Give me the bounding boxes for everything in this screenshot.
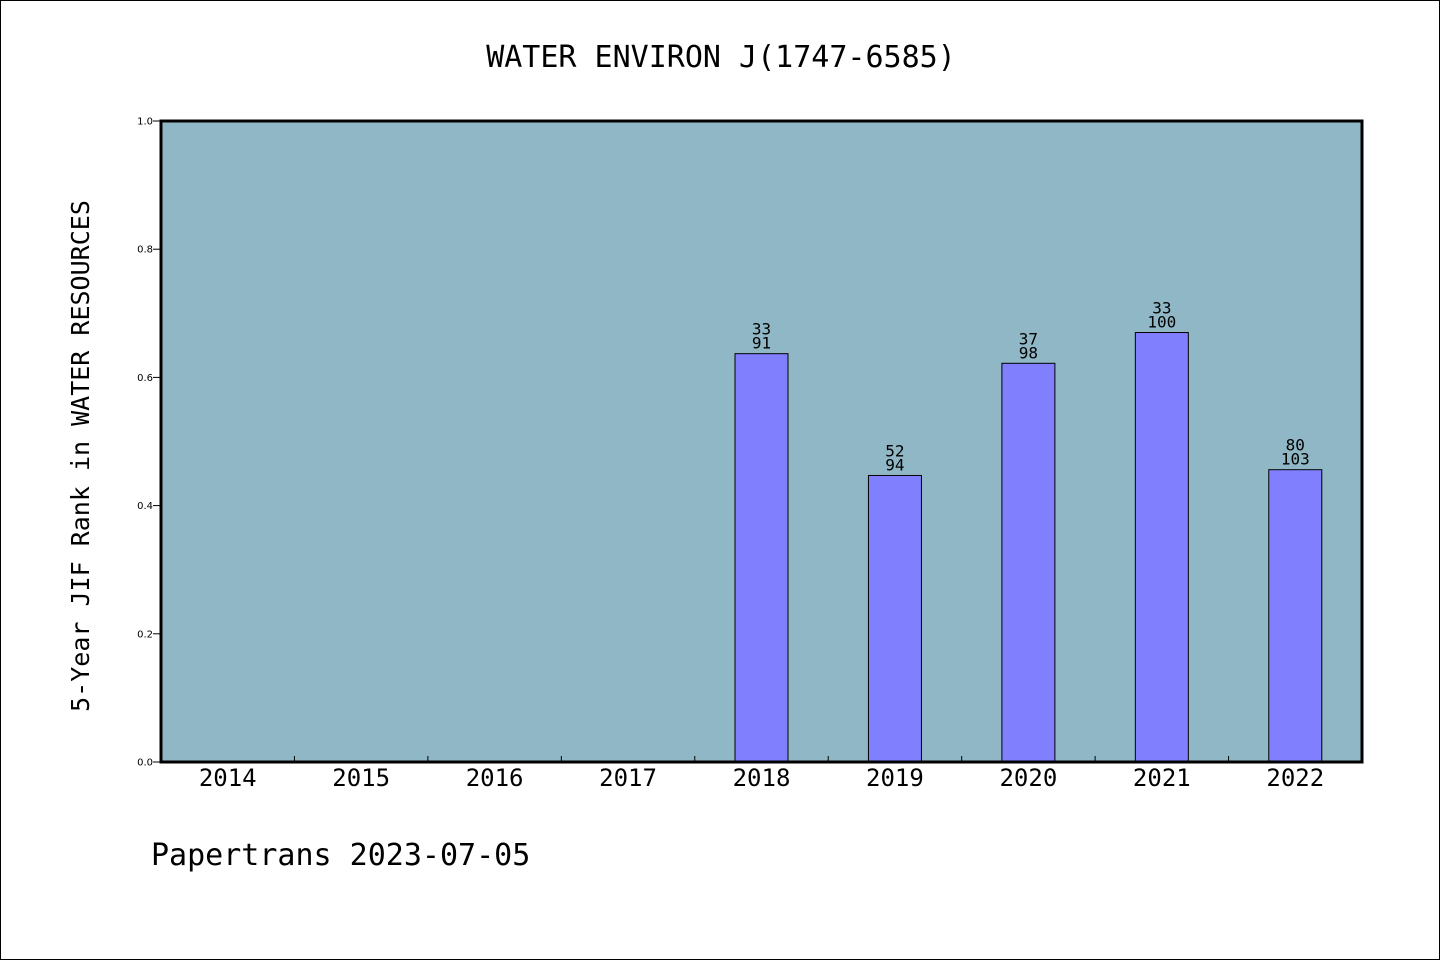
y-axis-label: 5-Year JIF Rank in WATER RESOURCES (66, 200, 95, 712)
x-axis-ticks: 2014 2015 2016 2017 2018 2019 2020 2021 2022 (199, 756, 1324, 792)
y-tick-label: 0.4 (137, 501, 153, 512)
bar (1268, 469, 1323, 763)
bar (734, 353, 789, 763)
y-tick-label: 0.0 (137, 758, 153, 769)
y-tick-label: 0.6 (137, 373, 153, 384)
bars (734, 332, 1323, 763)
bar-label-total: 98 (1019, 343, 1038, 362)
plot-border (159, 119, 1364, 764)
x-tick-label: 2022 (1266, 764, 1324, 792)
chart-title: WATER ENVIRON J(1747-6585) (486, 40, 956, 75)
x-tick-label: 2018 (733, 764, 791, 792)
bar-label-rank: 33 (752, 320, 771, 339)
y-tick-label: 0.8 (137, 245, 153, 256)
x-tick-label: 2016 (466, 764, 524, 792)
bar (1134, 332, 1189, 763)
x-tick-label: 2020 (999, 764, 1057, 792)
bar-label-total: 103 (1281, 450, 1310, 469)
footer-text: Papertrans 2023-07-05 (151, 838, 530, 873)
y-tick-label: 1.0 (137, 117, 153, 128)
bar-label-total: 91 (752, 334, 771, 353)
bar-label-rank: 80 (1286, 436, 1305, 455)
y-axis-ticks: 0.0 0.2 0.4 0.6 0.8 1.0 (137, 117, 161, 769)
x-tick-label: 2017 (599, 764, 657, 792)
x-tick-label: 2021 (1133, 764, 1191, 792)
bar-label-rank: 52 (885, 441, 904, 460)
bar-label-rank: 37 (1019, 329, 1038, 348)
x-tick-label: 2019 (866, 764, 924, 792)
bar-label-total: 100 (1147, 313, 1176, 332)
x-tick-label: 2014 (199, 764, 257, 792)
y-tick-label: 0.2 (137, 629, 153, 640)
bar (1001, 362, 1056, 763)
bar (867, 474, 922, 763)
bar-label-rank: 33 (1152, 299, 1171, 318)
x-tick-label: 2015 (332, 764, 390, 792)
bar-label-total: 94 (885, 455, 904, 474)
